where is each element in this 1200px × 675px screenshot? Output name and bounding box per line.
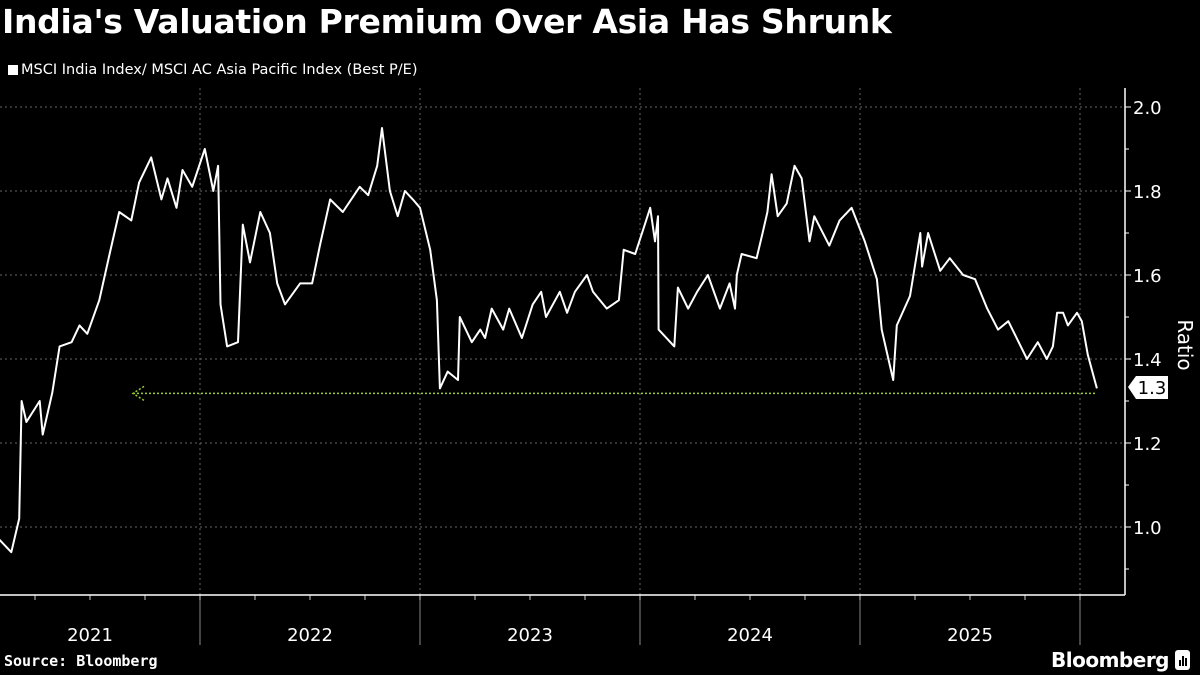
brand-text: Bloomberg (1051, 648, 1169, 672)
axes (0, 88, 1131, 645)
chart-title: India's Valuation Premium Over Asia Has … (2, 2, 892, 41)
last-value-text: 1.3 (1138, 378, 1167, 399)
y-tick-label: 1.0 (1133, 518, 1162, 539)
arrowhead-icon (131, 385, 145, 402)
last-value-badge (1128, 376, 1168, 399)
reference-line (131, 385, 1097, 402)
y-axis-label: Ratio (1173, 319, 1197, 370)
y-tick-label: 1.2 (1133, 434, 1162, 455)
bloomberg-logo: Bloomberg (1051, 648, 1190, 672)
y-tick-label: 1.6 (1133, 266, 1162, 287)
x-axis-ticks: 2021 2022 2023 2024 2025 (67, 625, 993, 646)
source-note: Source: Bloomberg (4, 652, 158, 670)
y-tick-label: 1.8 (1133, 182, 1162, 203)
legend-swatch (8, 65, 18, 75)
last-value-label: 1.3 (1128, 376, 1168, 399)
series-line (0, 127, 1098, 554)
legend: MSCI India Index/ MSCI AC Asia Pacific I… (8, 62, 418, 78)
legend-label: MSCI India Index/ MSCI AC Asia Pacific I… (21, 62, 418, 78)
y-tick-label: 1.4 (1133, 350, 1162, 371)
bloomberg-chart-icon (1175, 650, 1190, 670)
x-tick-label: 2024 (727, 625, 773, 646)
x-tick-label: 2022 (287, 625, 333, 646)
y-tick-label: 2.0 (1133, 98, 1162, 119)
x-tick-label: 2021 (67, 625, 113, 646)
x-tick-label: 2025 (947, 625, 993, 646)
y-axis-ticks: 1.0 1.2 1.4 1.6 1.8 2.0 (1133, 98, 1162, 539)
gridlines (0, 88, 1125, 595)
x-tick-label: 2023 (507, 625, 553, 646)
